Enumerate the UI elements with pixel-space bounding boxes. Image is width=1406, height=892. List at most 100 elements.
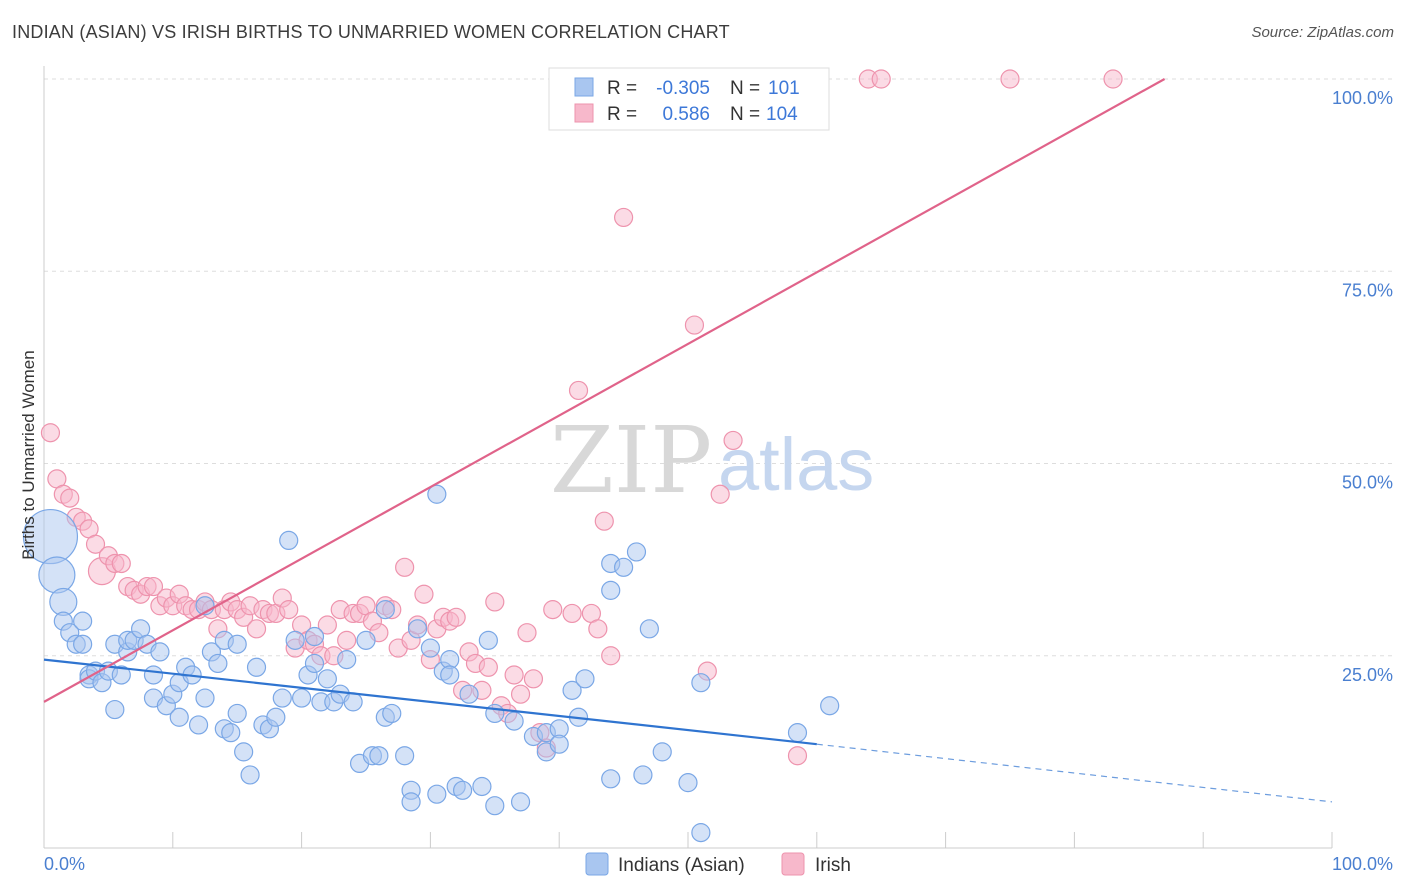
legend-n-label-indians: N = xyxy=(730,78,760,99)
point-indians-77 xyxy=(453,780,473,800)
point-irish-43 xyxy=(317,615,337,635)
point-indians-105 xyxy=(820,696,840,716)
point-indians-66 xyxy=(395,746,415,766)
point-indians-60 xyxy=(356,630,376,650)
point-indians-98 xyxy=(633,765,653,785)
point-indians-70 xyxy=(420,638,440,658)
point-irish-83 xyxy=(588,619,608,639)
point-indians-57 xyxy=(337,649,357,670)
point-indians-104 xyxy=(787,723,808,743)
point-indians-83 xyxy=(504,711,524,731)
point-indians-40 xyxy=(234,742,254,762)
point-indians-31 xyxy=(195,688,215,708)
grid-lines xyxy=(44,78,1392,657)
legend-r-label-irish: R = xyxy=(607,104,637,125)
point-indians-13 xyxy=(105,699,125,720)
point-irish-68 xyxy=(478,657,498,677)
point-indians-38 xyxy=(227,703,247,724)
point-irish-3 xyxy=(60,488,80,508)
point-indians-97 xyxy=(626,542,647,562)
trend-line-irish xyxy=(43,78,1166,703)
y-axis-title: Births to Unmarried Women xyxy=(19,350,38,559)
point-indians-92 xyxy=(575,669,595,689)
point-indians-63 xyxy=(375,600,395,620)
point-indians-23 xyxy=(150,642,170,662)
point-irish-7 xyxy=(85,534,106,554)
point-irish-92 xyxy=(684,315,705,335)
point-irish-16 xyxy=(143,576,164,597)
y-tick-label-1: 50.0% xyxy=(1342,473,1393,493)
point-irish-81 xyxy=(568,380,589,401)
point-irish-37 xyxy=(279,600,299,620)
source-label: Source: ZipAtlas.com xyxy=(1251,24,1394,41)
legend-r-value-indians: -0.305 xyxy=(656,78,710,99)
point-indians-46 xyxy=(272,688,292,708)
point-irish-96 xyxy=(787,746,808,766)
legend-n-label-irish: N = xyxy=(730,104,760,125)
point-irish-95 xyxy=(723,430,743,451)
y-tick-labels: 25.0% 50.0% 75.0% 100.0% xyxy=(1332,88,1393,685)
x-tick-label-max: 100.0% xyxy=(1332,854,1393,874)
point-indians-71 xyxy=(427,484,447,504)
axes xyxy=(43,66,1333,849)
point-irish-58 xyxy=(414,584,434,604)
point-indians-52 xyxy=(304,653,325,674)
point-indians-7 xyxy=(73,634,93,654)
point-indians-103 xyxy=(691,823,711,843)
point-indians-94 xyxy=(601,580,621,600)
point-irish-100 xyxy=(1000,69,1020,89)
bottom-legend-swatch-irish xyxy=(781,852,805,876)
point-irish-69 xyxy=(485,592,505,612)
legend-n-value-irish: 104 xyxy=(766,104,798,125)
point-irish-85 xyxy=(601,646,621,666)
point-indians-82 xyxy=(485,703,505,724)
point-indians-39 xyxy=(227,634,247,654)
point-indians-27 xyxy=(169,707,189,727)
point-irish-84 xyxy=(594,511,614,531)
point-indians-42 xyxy=(246,657,267,677)
series-indians-asian xyxy=(22,484,840,843)
point-indians-51 xyxy=(304,626,325,647)
point-irish-75 xyxy=(523,669,544,689)
point-indians-34 xyxy=(208,653,228,674)
trend-line-indians xyxy=(43,658,817,746)
point-indians-99 xyxy=(639,619,659,639)
point-indians-72 xyxy=(427,784,447,804)
point-indians-15 xyxy=(111,665,131,685)
point-indians-48 xyxy=(285,630,305,650)
point-irish-86 xyxy=(613,207,634,228)
y-tick-label-0: 25.0% xyxy=(1342,665,1393,685)
chart-title: INDIAN (ASIAN) VS IRISH BIRTHS TO UNMARR… xyxy=(12,22,730,42)
point-irish-0 xyxy=(40,423,61,443)
point-indians-21 xyxy=(143,665,164,685)
point-indians-79 xyxy=(472,776,492,797)
point-indians-47 xyxy=(279,530,299,551)
point-indians-65 xyxy=(382,703,402,724)
point-irish-101 xyxy=(1103,69,1123,89)
point-indians-78 xyxy=(459,684,479,704)
point-indians-89 xyxy=(549,734,569,754)
point-indians-80 xyxy=(478,630,498,650)
point-indians-68 xyxy=(401,792,421,812)
legend-swatch-irish xyxy=(574,103,594,123)
point-indians-90 xyxy=(562,680,582,700)
point-irish-80 xyxy=(562,603,582,624)
point-indians-62 xyxy=(369,746,389,766)
point-indians-37 xyxy=(221,723,241,743)
point-indians-93 xyxy=(601,769,621,789)
legend-r-label-indians: R = xyxy=(607,78,637,99)
point-indians-69 xyxy=(407,619,428,639)
watermark: ZIP atlas xyxy=(550,407,874,514)
point-indians-6 xyxy=(73,611,93,631)
point-indians-58 xyxy=(343,692,363,712)
point-irish-73 xyxy=(510,684,531,704)
point-irish-94 xyxy=(710,484,730,504)
point-indians-30 xyxy=(188,715,209,735)
point-irish-72 xyxy=(504,665,524,685)
bottom-legend-label-indians: Indians (Asian) xyxy=(618,855,745,876)
point-indians-1 xyxy=(38,556,76,594)
trend-line-indians-extension xyxy=(816,743,1333,803)
point-indians-2 xyxy=(49,587,78,617)
point-indians-96 xyxy=(613,557,634,577)
